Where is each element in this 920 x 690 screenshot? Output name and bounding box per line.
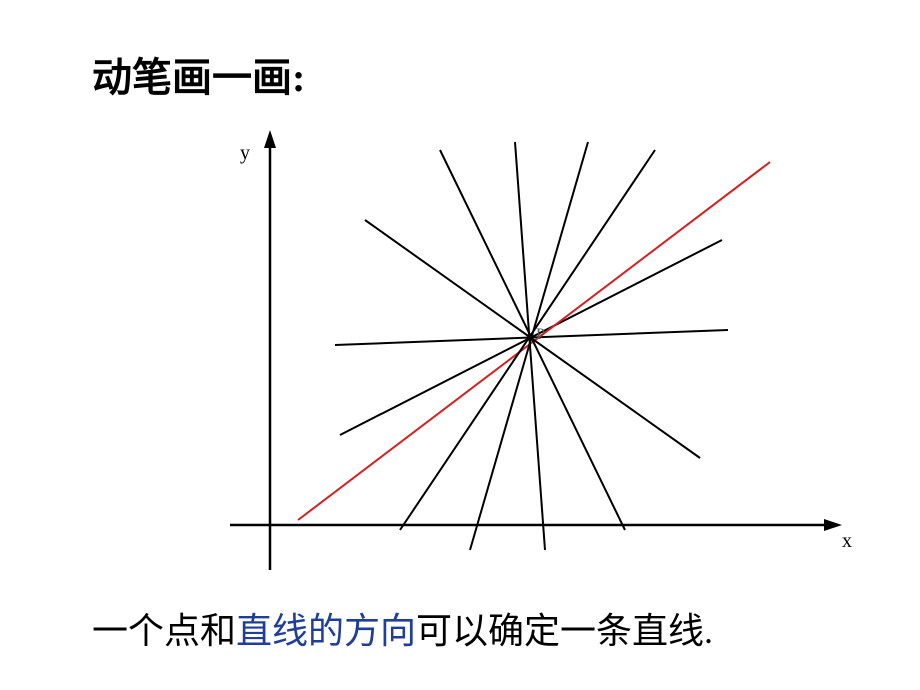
slide-root: 动笔画一画: x y P 一个点和直线的方向可以确定一条直线. xyxy=(0,0,920,690)
page-title: 动笔画一画: xyxy=(92,45,305,103)
y-axis-label: y xyxy=(240,142,250,165)
point-p-label: P xyxy=(536,326,545,344)
conclusion-sentence: 一个点和直线的方向可以确定一条直线. xyxy=(92,602,713,654)
diagram-svg xyxy=(230,130,870,570)
conclusion-prefix: 一个点和 xyxy=(92,611,236,651)
conclusion-accent: 直线的方向 xyxy=(236,611,416,651)
coordinate-diagram: x y P xyxy=(230,130,870,570)
x-axis-label: x xyxy=(842,530,852,553)
conclusion-suffix: 可以确定一条直线. xyxy=(416,611,713,651)
